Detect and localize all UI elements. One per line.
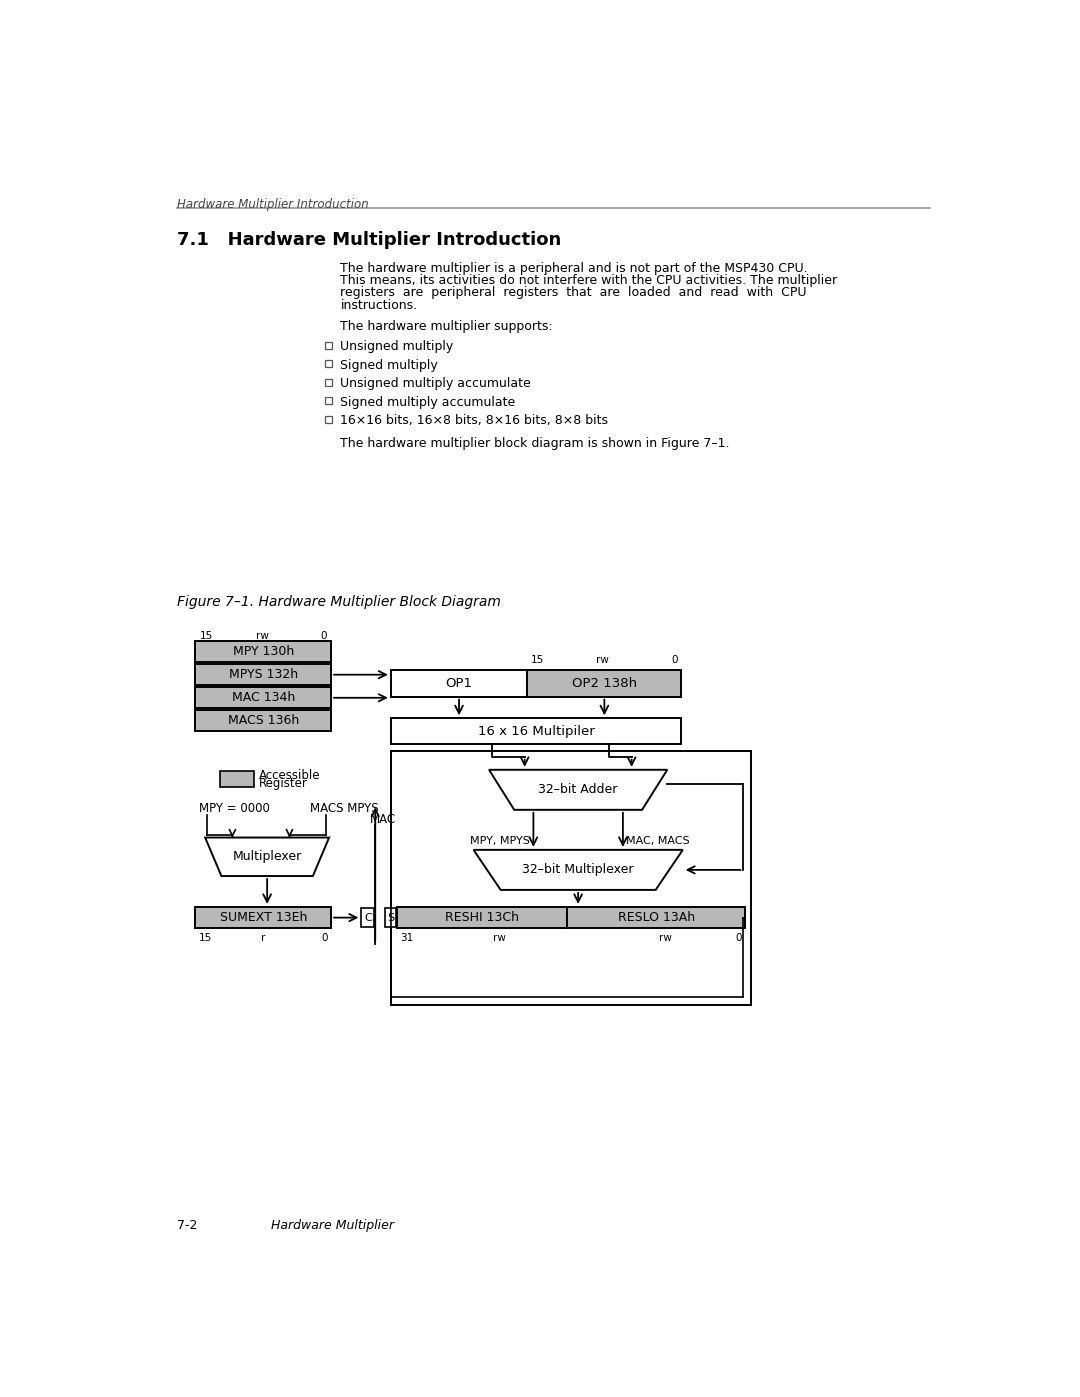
Text: 15: 15 (531, 655, 544, 665)
Text: RESLO 13Ah: RESLO 13Ah (618, 911, 694, 925)
Polygon shape (205, 838, 329, 876)
Text: RESHI 13Ch: RESHI 13Ch (445, 911, 519, 925)
Bar (325, 342, 332, 349)
Text: The hardware multiplier block diagram is shown in Figure 7–1.: The hardware multiplier block diagram is… (340, 437, 730, 450)
Text: Unsigned multiply accumulate: Unsigned multiply accumulate (340, 377, 531, 390)
Bar (195, 687, 332, 708)
Text: This means, its activities do not interfere with the CPU activities. The multipl: This means, its activities do not interf… (340, 274, 837, 286)
Bar (325, 379, 332, 386)
Text: Signed multiply accumulate: Signed multiply accumulate (340, 395, 515, 408)
Text: MPY 130h: MPY 130h (232, 645, 294, 658)
Bar (397, 907, 567, 929)
Text: 0: 0 (322, 933, 328, 943)
Text: 32–bit Adder: 32–bit Adder (539, 784, 618, 796)
Text: MPY, MPYS: MPY, MPYS (471, 835, 530, 845)
Text: Register: Register (259, 777, 308, 791)
Text: OP1: OP1 (446, 678, 473, 690)
Text: C: C (364, 912, 372, 922)
Text: rw: rw (492, 933, 505, 943)
Text: OP2 138h: OP2 138h (571, 678, 637, 690)
Bar (391, 671, 527, 697)
Bar (220, 771, 255, 788)
Text: 16×16 bits, 16×8 bits, 8×16 bits, 8×8 bits: 16×16 bits, 16×8 bits, 8×16 bits, 8×8 bi… (340, 414, 608, 427)
Text: rw: rw (659, 933, 672, 943)
Bar (195, 907, 332, 929)
Text: SUMEXT 13Eh: SUMEXT 13Eh (219, 911, 307, 925)
Text: Multiplexer: Multiplexer (232, 851, 301, 863)
Bar (195, 665, 332, 685)
Bar (325, 360, 332, 367)
Text: 16 x 16 Multipiler: 16 x 16 Multipiler (477, 725, 594, 738)
Text: instructions.: instructions. (340, 299, 418, 312)
Text: Figure 7–1. Hardware Multiplier Block Diagram: Figure 7–1. Hardware Multiplier Block Di… (177, 595, 501, 609)
Text: Hardware Multiplier: Hardware Multiplier (271, 1218, 393, 1232)
Text: 32–bit Multiplexer: 32–bit Multiplexer (523, 863, 634, 876)
Text: MACS MPYS: MACS MPYS (310, 802, 379, 814)
Text: 7-2: 7-2 (177, 1218, 198, 1232)
Text: MPY = 0000: MPY = 0000 (200, 802, 270, 814)
Text: 0: 0 (672, 655, 678, 665)
Text: 31: 31 (400, 933, 414, 943)
Text: Hardware Multiplier Introduction: Hardware Multiplier Introduction (177, 198, 368, 211)
Text: 0: 0 (735, 933, 742, 943)
Text: 15: 15 (200, 631, 213, 641)
Bar (386, 908, 396, 926)
Text: MAC, MACS: MAC, MACS (626, 835, 690, 845)
Text: 7.1   Hardware Multiplier Introduction: 7.1 Hardware Multiplier Introduction (177, 231, 562, 249)
Text: MPYS 132h: MPYS 132h (229, 668, 298, 682)
Bar (325, 415, 332, 422)
Text: r: r (261, 933, 266, 943)
Bar (567, 907, 745, 929)
Bar (391, 718, 681, 745)
Text: Unsigned multiply: Unsigned multiply (340, 339, 454, 353)
Bar (362, 908, 375, 926)
Text: registers  are  peripheral  registers  that  are  loaded  and  read  with  CPU: registers are peripheral registers that … (340, 286, 807, 299)
Text: MACS 136h: MACS 136h (228, 714, 299, 728)
Text: The hardware multiplier supports:: The hardware multiplier supports: (340, 320, 553, 332)
Text: 15: 15 (199, 933, 212, 943)
Bar (325, 397, 332, 404)
Text: MAC 134h: MAC 134h (231, 692, 295, 704)
Polygon shape (473, 849, 683, 890)
Text: Accessible: Accessible (259, 770, 321, 782)
Bar (195, 711, 332, 731)
Text: S: S (388, 912, 394, 922)
Bar (391, 750, 751, 1004)
Bar (527, 671, 681, 697)
Text: MAC: MAC (369, 813, 396, 827)
Text: rw: rw (256, 631, 269, 641)
Text: Signed multiply: Signed multiply (340, 359, 438, 372)
Bar (195, 641, 332, 662)
Polygon shape (489, 770, 667, 810)
Text: 0: 0 (321, 631, 327, 641)
Text: rw: rw (596, 655, 609, 665)
Text: The hardware multiplier is a peripheral and is not part of the MSP430 CPU.: The hardware multiplier is a peripheral … (340, 261, 808, 275)
